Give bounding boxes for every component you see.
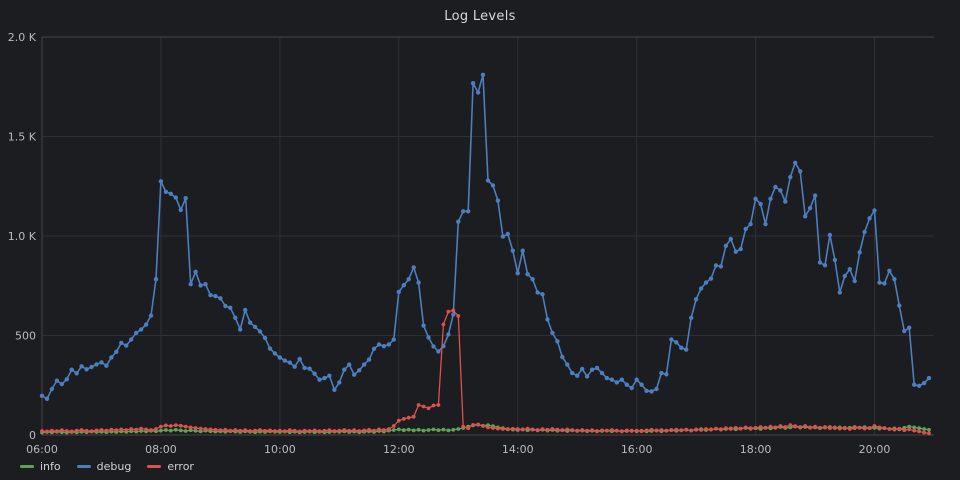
error-series-swatch-icon [147, 465, 162, 468]
svg-text:14:00: 14:00 [502, 443, 534, 456]
debug-series-swatch-icon [76, 465, 91, 468]
svg-text:0: 0 [29, 429, 36, 442]
legend-label-info: info [40, 460, 61, 473]
svg-text:1.5 K: 1.5 K [8, 131, 37, 144]
svg-text:18:00: 18:00 [740, 443, 772, 456]
legend: info debug error [20, 460, 194, 473]
svg-text:20:00: 20:00 [859, 443, 891, 456]
svg-text:12:00: 12:00 [383, 443, 415, 456]
time-series-plot[interactable]: 0 500 1.0 K 1.5 K 2.0 K 06:00 08:00 10:00 12:00 1… [0, 0, 960, 458]
svg-text:08:00: 08:00 [145, 443, 177, 456]
legend-item-error[interactable]: error [147, 460, 194, 473]
legend-item-info[interactable]: info [20, 460, 61, 473]
info-series-swatch-icon [20, 465, 34, 468]
svg-text:16:00: 16:00 [621, 443, 653, 456]
svg-text:500: 500 [15, 330, 36, 343]
svg-text:10:00: 10:00 [264, 443, 296, 456]
legend-label-error: error [167, 460, 194, 473]
svg-text:06:00: 06:00 [26, 443, 58, 456]
svg-text:2.0 K: 2.0 K [8, 31, 37, 44]
panel-title: Log Levels [444, 9, 516, 24]
svg-text:1.0 K: 1.0 K [8, 230, 37, 243]
legend-item-debug[interactable]: debug [76, 460, 132, 473]
legend-label-debug: debug [96, 460, 132, 473]
